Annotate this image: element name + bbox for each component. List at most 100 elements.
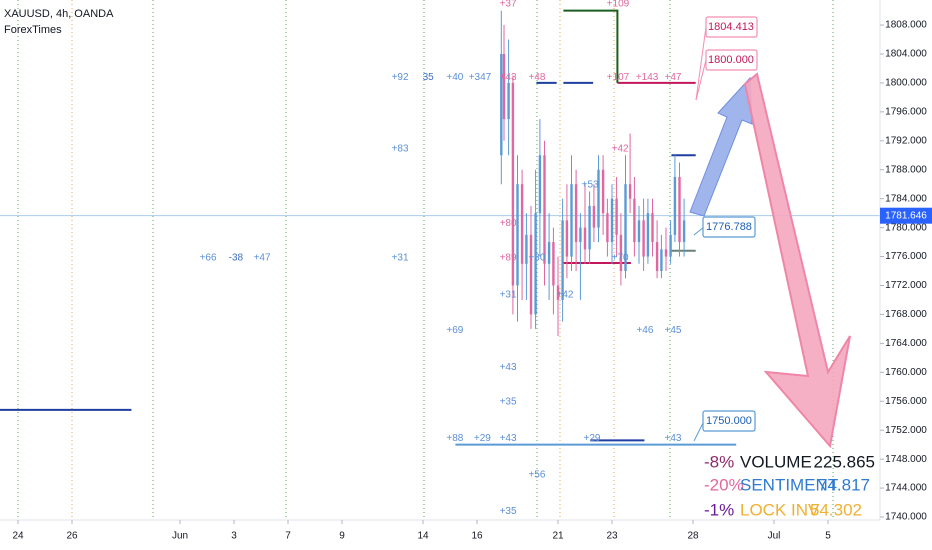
candle-body <box>520 184 524 264</box>
annotation: +56 <box>528 470 545 481</box>
y-tick-label: 1788.000 <box>885 164 927 175</box>
y-tick-label: 1808.000 <box>885 20 927 31</box>
y-tick-label: 1804.000 <box>885 49 927 60</box>
candle-body <box>651 213 654 243</box>
price-tag-box <box>705 16 758 38</box>
candle-body <box>664 249 668 257</box>
x-tick-label: 9 <box>339 531 345 542</box>
y-tick-label: 1792.000 <box>885 135 927 146</box>
step-line <box>563 9 619 83</box>
annotation: +42 <box>612 143 629 154</box>
stat-value: 74.817 <box>818 475 870 494</box>
candle-body <box>597 169 600 228</box>
price-tag: 1800.000 <box>708 54 754 66</box>
candle-body <box>516 184 519 286</box>
candle-body <box>682 220 686 243</box>
candle-body <box>574 184 578 243</box>
price-tag-box <box>702 410 756 432</box>
stats-panel: -8% VOLUME 225.865 -20% SENTIMENT 74.817… <box>704 452 875 519</box>
annotation: -38 <box>229 253 244 264</box>
stat-change: -20% <box>704 475 744 494</box>
stat-label: VOLUME <box>740 452 812 471</box>
y-tick-label: 1756.000 <box>885 396 927 407</box>
candle-body <box>655 242 659 272</box>
x-tick-label: 28 <box>687 531 699 542</box>
last-price-box <box>880 207 932 224</box>
annotation: +43 <box>500 72 517 83</box>
candle-body <box>570 184 573 257</box>
y-tick-label: 1780.000 <box>885 222 927 233</box>
annotation: +29 <box>474 433 491 444</box>
y-tick-label: 1796.000 <box>885 106 927 117</box>
annotation: 35 <box>423 72 435 83</box>
annotation: +31 <box>500 290 517 301</box>
candle-body <box>529 234 533 315</box>
y-tick-label: 1800.000 <box>885 78 927 89</box>
candle-body <box>610 198 614 243</box>
x-tick-label: 7 <box>285 531 291 542</box>
annotation: +37 <box>500 0 517 10</box>
y-tick-label: 1772.000 <box>885 280 927 291</box>
price-tag-box <box>702 216 756 238</box>
candle-body <box>619 234 623 272</box>
price-tag: 1750.000 <box>706 415 752 427</box>
y-tick-label: 1748.000 <box>885 454 927 465</box>
candle-body <box>637 220 641 243</box>
y-tick-label: 1740.000 <box>885 512 927 523</box>
y-tick-label: 1784.000 <box>885 193 927 204</box>
candle-body <box>678 176 681 243</box>
candle-body <box>583 227 587 250</box>
x-tick-label: 14 <box>417 531 429 542</box>
candle-body <box>615 198 618 235</box>
candle-body <box>673 176 677 235</box>
annotation: +46 <box>636 325 653 336</box>
x-tick-label: 26 <box>66 531 78 542</box>
annotation: +347 <box>469 72 492 83</box>
candle-body <box>633 198 636 243</box>
x-tick-label: 3 <box>231 531 237 542</box>
last-price-label: 1781.646 <box>885 210 927 221</box>
candle-body <box>642 220 645 257</box>
x-tick-label: 16 <box>471 531 483 542</box>
candle-body <box>669 234 672 257</box>
up-arrow <box>689 76 753 217</box>
y-tick-label: 1764.000 <box>885 338 927 349</box>
candle-body <box>646 213 650 257</box>
annotation: +42 <box>557 290 574 301</box>
stat-value: 225.865 <box>814 452 875 471</box>
annotation: +48 <box>528 72 545 83</box>
down-arrow <box>743 72 851 449</box>
price-tags: 1804.413 1800.000 1776.788 1750.000 <box>693 16 758 442</box>
annotation: +69 <box>446 325 463 336</box>
x-tick-label: Jun <box>172 531 188 542</box>
y-tick-label: 1768.000 <box>885 309 927 320</box>
annotation: +30 <box>528 253 545 264</box>
x-tick-label: 23 <box>606 531 618 542</box>
candle-body <box>500 53 503 156</box>
tag-connector <box>693 420 705 442</box>
stat-label: LOCK INV <box>740 500 820 519</box>
candle-body <box>507 82 510 120</box>
candle-body <box>624 184 627 272</box>
annotation: +35 <box>500 506 517 517</box>
x-tick-label: 5 <box>825 531 831 542</box>
annotation: +29 <box>584 433 601 444</box>
y-tick-label: 1760.000 <box>885 367 927 378</box>
annotation: +45 <box>665 325 682 336</box>
candle-body <box>601 169 605 214</box>
candle-body <box>525 234 528 264</box>
annotation: +83 <box>392 143 409 154</box>
annotation: +40 <box>446 72 463 83</box>
x-tick-label: Jul <box>768 531 781 542</box>
candle-body <box>592 205 596 228</box>
tag-connector <box>693 226 705 236</box>
annotation: +92 <box>392 72 409 83</box>
annotation: +109 <box>607 0 630 10</box>
candle-body <box>552 242 555 286</box>
y-tick-label: 1752.000 <box>885 425 927 436</box>
annotation: +88 <box>446 433 463 444</box>
stat-change: -1% <box>704 500 734 519</box>
candle-body <box>511 82 515 286</box>
tag-connector <box>695 26 707 101</box>
